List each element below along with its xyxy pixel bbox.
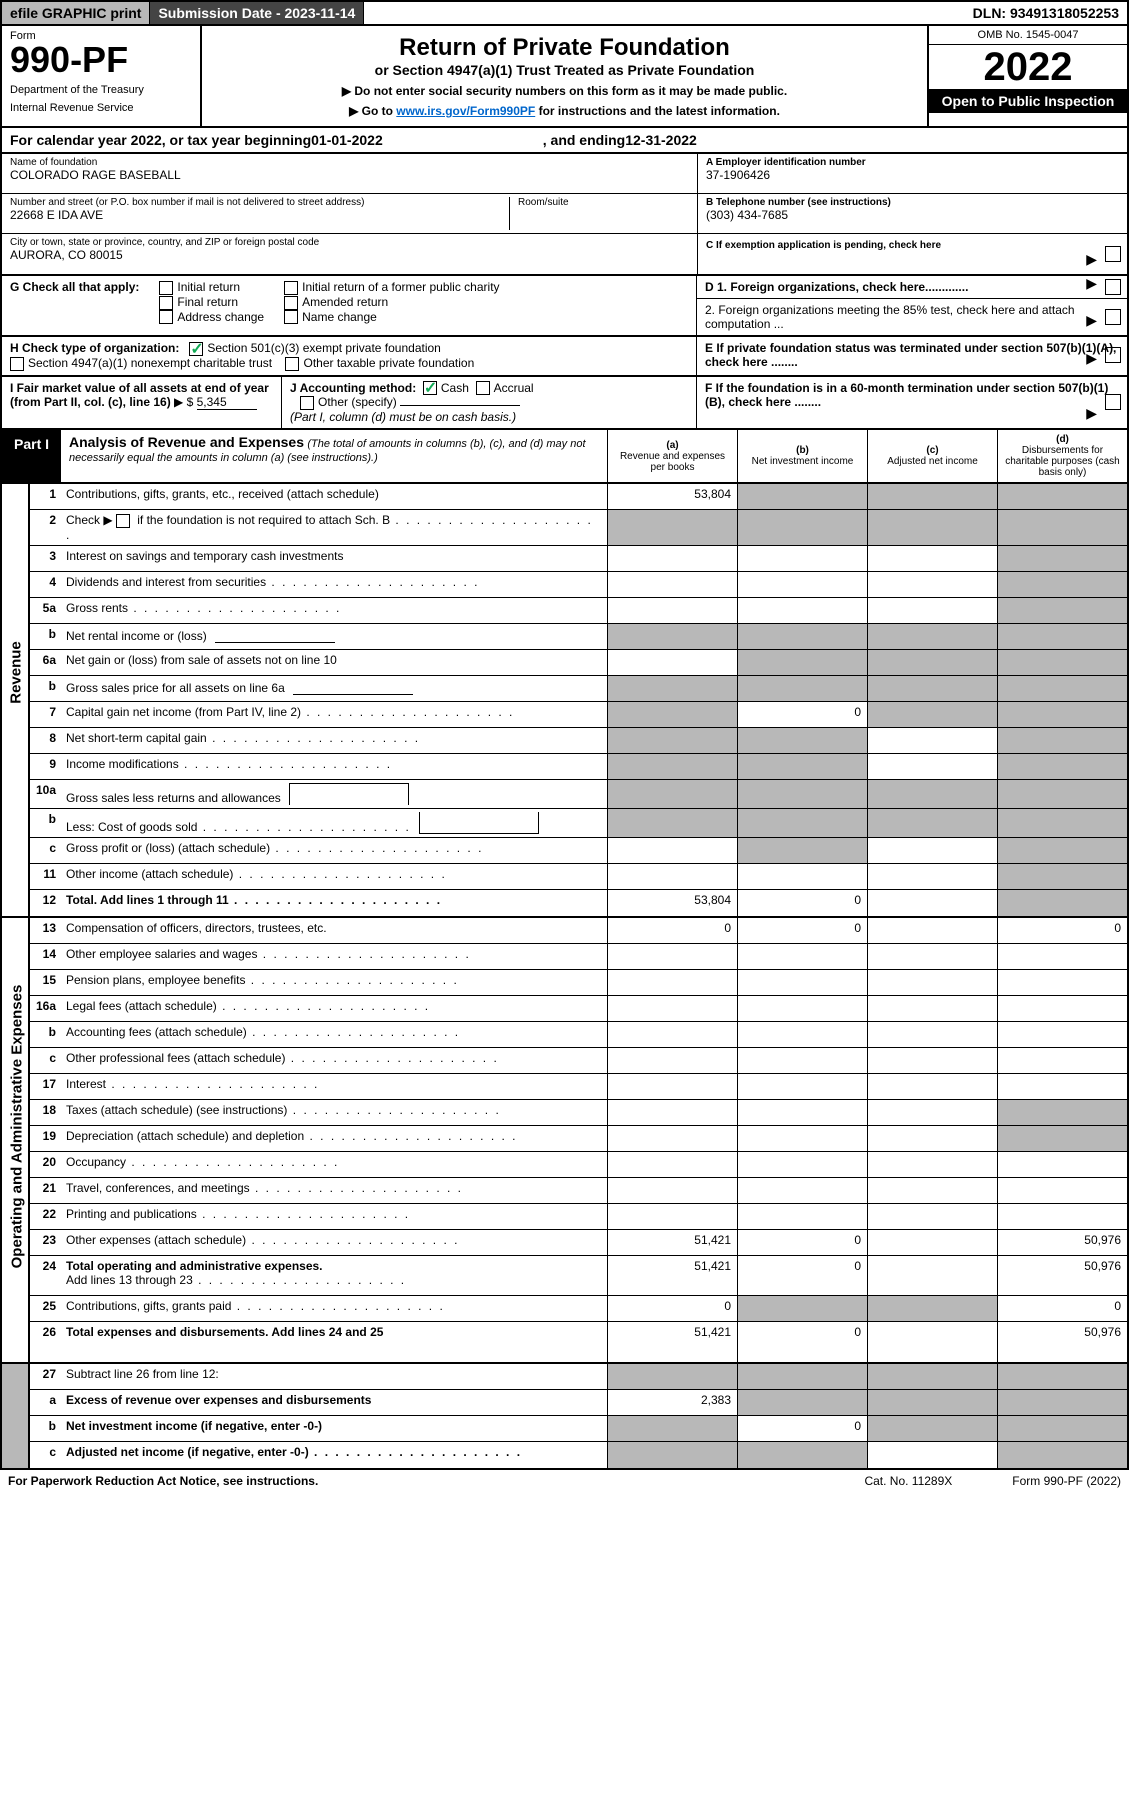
f-checkbox[interactable]	[1105, 394, 1121, 410]
phone-label: B Telephone number (see instructions)	[706, 197, 1119, 208]
room-cell: Room/suite	[509, 197, 689, 230]
e-row: E If private foundation status was termi…	[697, 337, 1127, 375]
arrow-icon: ▶	[1086, 350, 1097, 367]
form-link[interactable]: www.irs.gov/Form990PF	[396, 104, 535, 118]
d1-row: D 1. Foreign organizations, check here..…	[697, 276, 1127, 299]
line27-table: 27Subtract line 26 from line 12: aExcess…	[0, 1364, 1129, 1470]
pending-label: C If exemption application is pending, c…	[706, 240, 941, 251]
pending-row: C If exemption application is pending, c…	[698, 234, 1127, 274]
other-method-checkbox[interactable]	[300, 396, 314, 410]
open-public: Open to Public Inspection	[929, 89, 1127, 113]
instruction-1: ▶ Do not enter social security numbers o…	[210, 84, 919, 98]
j-section: J Accounting method: Cash Accrual Other …	[282, 377, 697, 429]
h-checks: H Check type of organization: Section 50…	[2, 337, 697, 375]
form-header: Form 990-PF Department of the Treasury I…	[0, 26, 1129, 128]
form-ref: Form 990-PF (2022)	[1012, 1474, 1121, 1488]
street-address: 22668 E IDA AVE	[10, 208, 364, 222]
opex-sidelabel: Operating and Administrative Expenses	[2, 918, 30, 1362]
end-date: 12-31-2022	[625, 132, 697, 148]
room-label: Room/suite	[518, 197, 689, 208]
4947-checkbox[interactable]	[10, 357, 24, 371]
check-section-g: G Check all that apply: Initial return F…	[0, 276, 1129, 337]
top-bar: efile GRAPHIC print Submission Date - 20…	[0, 0, 1129, 26]
ein-row: A Employer identification number 37-1906…	[698, 154, 1127, 194]
form-title: Return of Private Foundation	[210, 34, 919, 62]
info-right: A Employer identification number 37-1906…	[697, 154, 1127, 274]
e-checkbox[interactable]	[1105, 347, 1121, 363]
ein-label: A Employer identification number	[706, 157, 1119, 168]
tax-year: 2022	[929, 45, 1127, 89]
info-left: Name of foundation COLORADO RAGE BASEBAL…	[2, 154, 697, 274]
name-change-checkbox[interactable]	[284, 310, 298, 324]
schb-checkbox[interactable]	[116, 514, 130, 528]
col-c-header: (c)Adjusted net income	[867, 430, 997, 482]
name-row: Name of foundation COLORADO RAGE BASEBAL…	[2, 154, 697, 194]
cat-no: Cat. No. 11289X	[864, 1474, 952, 1488]
initial-former-checkbox[interactable]	[284, 281, 298, 295]
check-section-h: H Check type of organization: Section 50…	[0, 337, 1129, 377]
d2-checkbox[interactable]	[1105, 309, 1121, 325]
phone-row: B Telephone number (see instructions) (3…	[698, 194, 1127, 234]
begin-date: 01-01-2022	[311, 132, 383, 148]
h-label: H Check type of organization:	[10, 341, 179, 355]
arrow-icon: ▶	[1086, 251, 1097, 268]
col-a-header: (a)Revenue and expenses per books	[607, 430, 737, 482]
info-grid: Name of foundation COLORADO RAGE BASEBAL…	[0, 154, 1129, 276]
foundation-name: COLORADO RAGE BASEBALL	[10, 168, 181, 182]
pending-checkbox[interactable]	[1105, 246, 1121, 262]
part-label: Part I	[2, 430, 61, 482]
ein-value: 37-1906426	[706, 168, 1119, 182]
col-d-header: (d)Disbursements for charitable purposes…	[997, 430, 1127, 482]
name-label: Name of foundation	[10, 157, 181, 168]
city-row: City or town, state or province, country…	[2, 234, 697, 274]
other-taxable-checkbox[interactable]	[285, 357, 299, 371]
amended-return-checkbox[interactable]	[284, 296, 298, 310]
part-desc: Analysis of Revenue and Expenses (The to…	[61, 430, 607, 482]
header-center: Return of Private Foundation or Section …	[202, 26, 927, 126]
revenue-table: Revenue 1Contributions, gifts, grants, e…	[0, 484, 1129, 918]
omb-number: OMB No. 1545-0047	[929, 26, 1127, 45]
efile-label: efile GRAPHIC print	[2, 2, 150, 24]
ij-row: I Fair market value of all assets at end…	[0, 377, 1129, 431]
submission-date: Submission Date - 2023-11-14	[150, 2, 364, 24]
addr-label: Number and street (or P.O. box number if…	[10, 197, 364, 208]
accrual-checkbox[interactable]	[476, 381, 490, 395]
address-row: Number and street (or P.O. box number if…	[2, 194, 697, 234]
arrow-icon: ▶	[1086, 405, 1097, 422]
d1-checkbox[interactable]	[1105, 279, 1121, 295]
dept-treasury: Department of the Treasury	[10, 84, 192, 96]
arrow-icon: ▶	[1086, 312, 1097, 329]
instruction-2: ▶ Go to www.irs.gov/Form990PF for instru…	[210, 104, 919, 118]
initial-return-checkbox[interactable]	[159, 281, 173, 295]
city-label: City or town, state or province, country…	[10, 237, 689, 248]
g-label: G Check all that apply:	[10, 280, 139, 294]
city-value: AURORA, CO 80015	[10, 248, 689, 262]
calendar-year-row: For calendar year 2022, or tax year begi…	[0, 128, 1129, 154]
opex-table: Operating and Administrative Expenses 13…	[0, 918, 1129, 1364]
header-right: OMB No. 1545-0047 2022 Open to Public In…	[927, 26, 1127, 126]
d2-row: 2. Foreign organizations meeting the 85%…	[697, 299, 1127, 335]
arrow-icon: ▶	[1086, 275, 1097, 292]
form-number: 990-PF	[10, 42, 192, 78]
i-section: I Fair market value of all assets at end…	[2, 377, 282, 429]
revenue-sidlabel: Revenue	[2, 484, 30, 916]
g-checks: G Check all that apply: Initial return F…	[2, 276, 697, 335]
page-footer: For Paperwork Reduction Act Notice, see …	[0, 1470, 1129, 1492]
final-return-checkbox[interactable]	[159, 296, 173, 310]
col-b-header: (b)Net investment income	[737, 430, 867, 482]
address-change-checkbox[interactable]	[159, 310, 173, 324]
d-checks: D 1. Foreign organizations, check here..…	[697, 276, 1127, 335]
dln-label: DLN: 93491318052253	[965, 2, 1127, 24]
header-left: Form 990-PF Department of the Treasury I…	[2, 26, 202, 126]
501c3-checkbox[interactable]	[189, 342, 203, 356]
cash-checkbox[interactable]	[423, 381, 437, 395]
part1-header: Part I Analysis of Revenue and Expenses …	[0, 430, 1129, 484]
phone-value: (303) 434-7685	[706, 208, 1119, 222]
fmv-value: 5,345	[197, 395, 257, 410]
f-section: F If the foundation is in a 60-month ter…	[697, 377, 1127, 429]
paperwork-notice: For Paperwork Reduction Act Notice, see …	[8, 1474, 318, 1488]
grey-sidebar	[2, 1364, 30, 1468]
form-subtitle: or Section 4947(a)(1) Trust Treated as P…	[210, 62, 919, 78]
irs-label: Internal Revenue Service	[10, 102, 192, 114]
